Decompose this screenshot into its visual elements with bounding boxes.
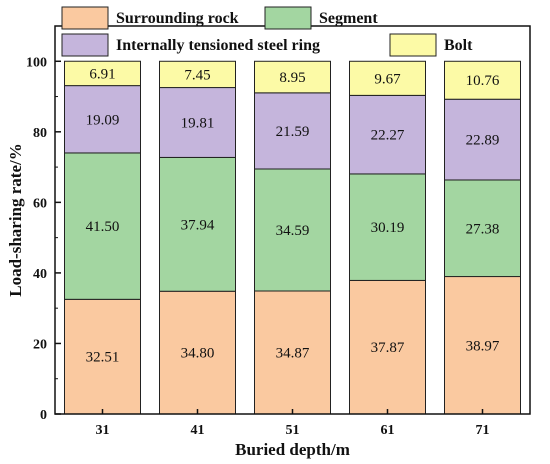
y-tick-label: 60 — [33, 196, 47, 211]
data-label: 30.19 — [371, 220, 405, 236]
bar-segment — [444, 276, 521, 415]
data-label: 10.76 — [466, 73, 500, 89]
data-label: 34.59 — [276, 223, 310, 239]
bar-segment — [159, 156, 236, 292]
bar-segment — [64, 152, 141, 300]
x-axis: 31 41 51 61 71 — [96, 409, 490, 438]
x-tick-label: 71 — [476, 423, 490, 438]
bar-segment — [349, 60, 426, 96]
bar-segment — [444, 98, 521, 181]
y-tick-label: 20 — [33, 337, 47, 352]
data-label: 37.94 — [181, 217, 215, 233]
x-tick-label: 41 — [191, 423, 205, 438]
data-label: 7.45 — [184, 67, 210, 83]
data-label: 27.38 — [466, 221, 500, 237]
legend-swatch — [61, 33, 109, 57]
data-label: 21.59 — [276, 124, 310, 140]
value-labels-layer: 32.51 41.50 19.09 6.91 34.80 37.94 19.81 7.45 34… — [86, 66, 500, 365]
x-tick-label: 31 — [96, 423, 110, 438]
y-axis: 0 20 40 60 80 100 — [26, 55, 61, 423]
legend: Surrounding rock Segment Internally tensio… — [61, 6, 473, 57]
legend-label: Bolt — [444, 37, 473, 54]
data-label: 41.50 — [86, 219, 120, 235]
bar-segment — [64, 60, 141, 87]
data-label: 22.27 — [371, 128, 405, 144]
bar-segment — [444, 60, 521, 100]
bar-segment — [349, 279, 426, 415]
bar-segment — [159, 87, 236, 158]
bar-segment — [159, 290, 236, 415]
x-axis-title: Buried depth/m — [235, 440, 350, 459]
y-tick-label: 40 — [33, 267, 47, 282]
y-tick-label: 0 — [40, 408, 47, 423]
legend-label: Segment — [319, 10, 378, 27]
legend-label: Surrounding rock — [116, 10, 239, 27]
bar-segment — [254, 60, 331, 94]
bar-segment — [444, 179, 521, 278]
legend-swatch — [389, 33, 437, 57]
data-label: 19.81 — [181, 115, 215, 131]
data-label: 6.91 — [89, 66, 115, 82]
data-label: 9.67 — [374, 71, 401, 87]
y-tick-label: 100 — [26, 55, 47, 70]
data-label: 19.09 — [86, 112, 120, 128]
y-tick-label: 80 — [33, 126, 47, 141]
bar-segment — [254, 92, 331, 170]
data-label: 32.51 — [86, 350, 120, 366]
legend-swatch — [264, 6, 312, 30]
data-label: 34.80 — [181, 346, 215, 362]
data-label: 38.97 — [466, 338, 500, 354]
bars-layer — [64, 60, 521, 415]
bar-segment — [159, 60, 236, 89]
data-label: 22.89 — [466, 133, 500, 149]
data-label: 34.87 — [276, 346, 310, 362]
x-tick-label: 51 — [286, 423, 300, 438]
legend-label: Internally tensioned steel ring — [116, 37, 320, 54]
data-label: 8.95 — [279, 70, 305, 86]
bar-segment — [349, 94, 426, 175]
bar-segment — [254, 168, 331, 292]
bar-segment — [64, 298, 141, 415]
y-axis-title: Load-sharing rate/% — [6, 143, 25, 296]
x-tick-label: 61 — [381, 423, 395, 438]
legend-swatch — [61, 6, 109, 30]
data-label: 37.87 — [371, 340, 405, 356]
